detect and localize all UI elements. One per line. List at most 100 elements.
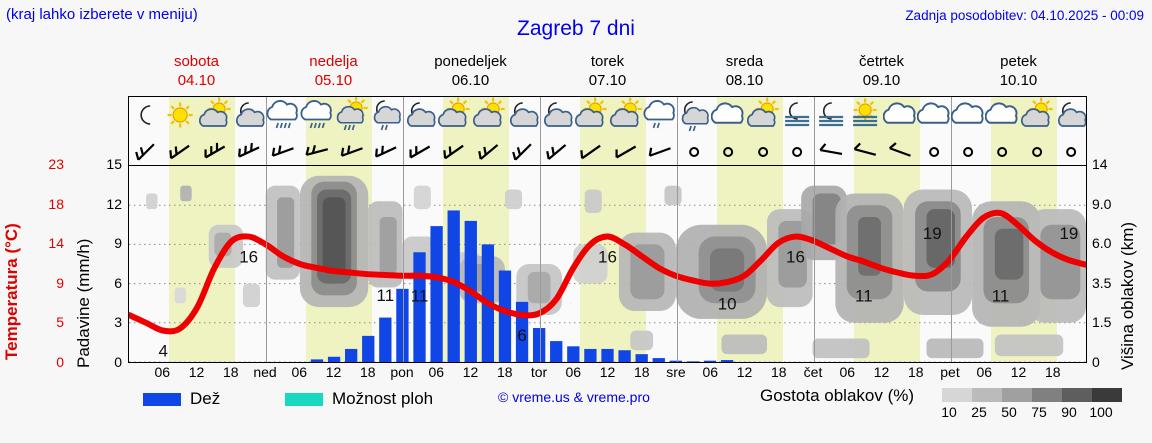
x-tick-11: tor xyxy=(530,364,548,380)
weather-icon-cloud xyxy=(916,97,951,139)
axis-tick: 15 xyxy=(106,156,122,172)
weather-icon-cloud xyxy=(882,97,917,139)
weather-icon-moon-cloud-drizzle xyxy=(677,97,711,139)
day-separator-1 xyxy=(266,97,267,362)
cloud-density-step-2 xyxy=(1002,388,1032,402)
wind-barb-13 xyxy=(574,139,608,165)
x-tick-2: 18 xyxy=(222,364,239,380)
axis-tick: 18 xyxy=(48,195,64,212)
wind-barb-20 xyxy=(814,139,848,165)
wind-barb-19 xyxy=(780,139,814,165)
wind-barb-3 xyxy=(232,139,266,165)
wind-barb-1 xyxy=(163,139,197,165)
weather-icon-moon-cloud xyxy=(506,97,540,139)
location-menu-note: (kraj lahko izberete v meniju) xyxy=(6,6,198,23)
wind-barb-2 xyxy=(198,139,232,165)
day-name: sobota xyxy=(173,53,220,70)
wind-barb-16 xyxy=(677,139,711,165)
day-header-4: sreda 08.10 xyxy=(676,52,813,92)
precipitation-axis-title: Padavine (mm/h) xyxy=(74,238,93,368)
day-date: 04.10 xyxy=(177,72,216,89)
day-header-1: nedelja 05.10 xyxy=(265,52,402,92)
cloud-height-axis-ticks: 14 9.0 6.0 3.5 1.5 0 xyxy=(1092,0,1126,443)
x-tick-18: 18 xyxy=(770,364,787,380)
x-tick-21: 12 xyxy=(873,364,890,380)
axis-tick: 3.5 xyxy=(1092,274,1112,291)
day-date: 10.10 xyxy=(999,72,1038,89)
cloud-density-tick-3: 75 xyxy=(1031,404,1047,420)
temperature-axis-title: Temperatura (°C) xyxy=(2,223,21,360)
cloud-density-step-3 xyxy=(1032,388,1062,402)
forecast-chart[interactable]: 4161111616101611191119131913 xyxy=(128,96,1087,363)
x-tick-0: 06 xyxy=(154,364,171,380)
axis-tick: 6.0 xyxy=(1092,235,1112,252)
weather-icon-sun-cloud-rain xyxy=(335,97,369,139)
cloud-density-step-5 xyxy=(1092,388,1122,402)
day-name: torek xyxy=(590,53,625,70)
chart-legend: Dež Možnost ploh xyxy=(0,385,1152,415)
wind-barb-14 xyxy=(609,139,643,165)
cloud-density-tick-0: 10 xyxy=(941,404,957,420)
axis-tick: 9 xyxy=(56,274,64,291)
x-tick-5: 12 xyxy=(325,364,342,380)
axis-tick: 1.5 xyxy=(1092,314,1112,331)
weather-icon-sun-cloud xyxy=(574,97,608,139)
weather-icon-sun-fog xyxy=(848,97,882,139)
day-header-strip: sobota 04.10 nedelja 05.10 ponedeljek 06.10 to… xyxy=(128,52,1087,92)
cloud-density-ramp-labels: 10 25 50 75 90 100 xyxy=(934,404,1118,420)
precipitation-axis-ticks: 15 12 9 6 3 0 xyxy=(96,0,122,443)
day-date: 08.10 xyxy=(725,72,764,89)
axis-tick: 23 xyxy=(48,156,64,172)
wind-barb-4 xyxy=(266,139,300,165)
weather-icon-cloud-drizzle xyxy=(643,97,677,139)
wind-barb-18 xyxy=(746,139,780,165)
weather-icon-moon-cloud xyxy=(540,97,574,139)
day-header-3: torek 07.10 xyxy=(539,52,676,92)
weather-icon-sun-cloud xyxy=(1020,97,1054,139)
day-name: ponedeljek xyxy=(434,53,507,70)
temp-label-11: 19 xyxy=(1059,224,1078,243)
x-tick-3: ned xyxy=(253,364,277,380)
temp-label-7: 16 xyxy=(786,247,805,266)
wind-barb-24 xyxy=(951,139,985,165)
wind-barb-0 xyxy=(129,139,163,165)
day-separator-2 xyxy=(403,97,404,362)
wind-barb-27 xyxy=(1054,139,1086,165)
wind-barb-row xyxy=(129,139,1086,165)
legend-item-showers: Možnost ploh xyxy=(285,389,433,409)
weather-icon-cloud xyxy=(985,97,1019,139)
x-tick-13: 12 xyxy=(599,364,616,380)
daylight-band-3 xyxy=(579,97,646,362)
temp-label-3: 11 xyxy=(411,287,429,306)
axis-tick: 3 xyxy=(114,314,122,331)
cloud-density-tick-1: 25 xyxy=(971,404,987,420)
day-name: nedelja xyxy=(309,53,358,70)
temp-label-8: 11 xyxy=(855,287,873,306)
x-tick-1: 12 xyxy=(188,364,205,380)
cloud-density-tick-2: 50 xyxy=(1001,404,1017,420)
day-separator-3 xyxy=(540,97,541,362)
wind-barb-26 xyxy=(1020,139,1054,165)
x-tick-23: pet xyxy=(940,364,960,380)
weather-icon-moon-fog xyxy=(780,97,814,139)
wind-barb-15 xyxy=(643,139,677,165)
axis-tick: 12 xyxy=(106,195,122,212)
legend-item-rain: Dež xyxy=(143,389,220,409)
legend-label-rain: Dež xyxy=(190,389,221,408)
copyright-link[interactable]: © vreme.us & vreme.pro xyxy=(498,389,650,405)
weather-icon-sun-cloud xyxy=(746,97,780,139)
icon-row-divider xyxy=(129,165,1086,166)
day-header-2: ponedeljek 06.10 xyxy=(402,52,539,92)
x-tick-17: 12 xyxy=(736,364,753,380)
weather-icon-row xyxy=(129,97,1086,139)
axis-tick: 9.0 xyxy=(1092,195,1112,212)
temp-label-9: 19 xyxy=(923,224,942,243)
x-tick-19: čet xyxy=(803,364,823,380)
x-tick-10: 18 xyxy=(496,364,513,380)
wind-barb-17 xyxy=(711,139,745,165)
axis-tick: 14 xyxy=(1092,156,1108,172)
x-tick-6: 18 xyxy=(359,364,376,380)
x-tick-12: 06 xyxy=(565,364,582,380)
wind-barb-8 xyxy=(403,139,437,165)
weather-icon-cloud-rain xyxy=(266,97,300,139)
